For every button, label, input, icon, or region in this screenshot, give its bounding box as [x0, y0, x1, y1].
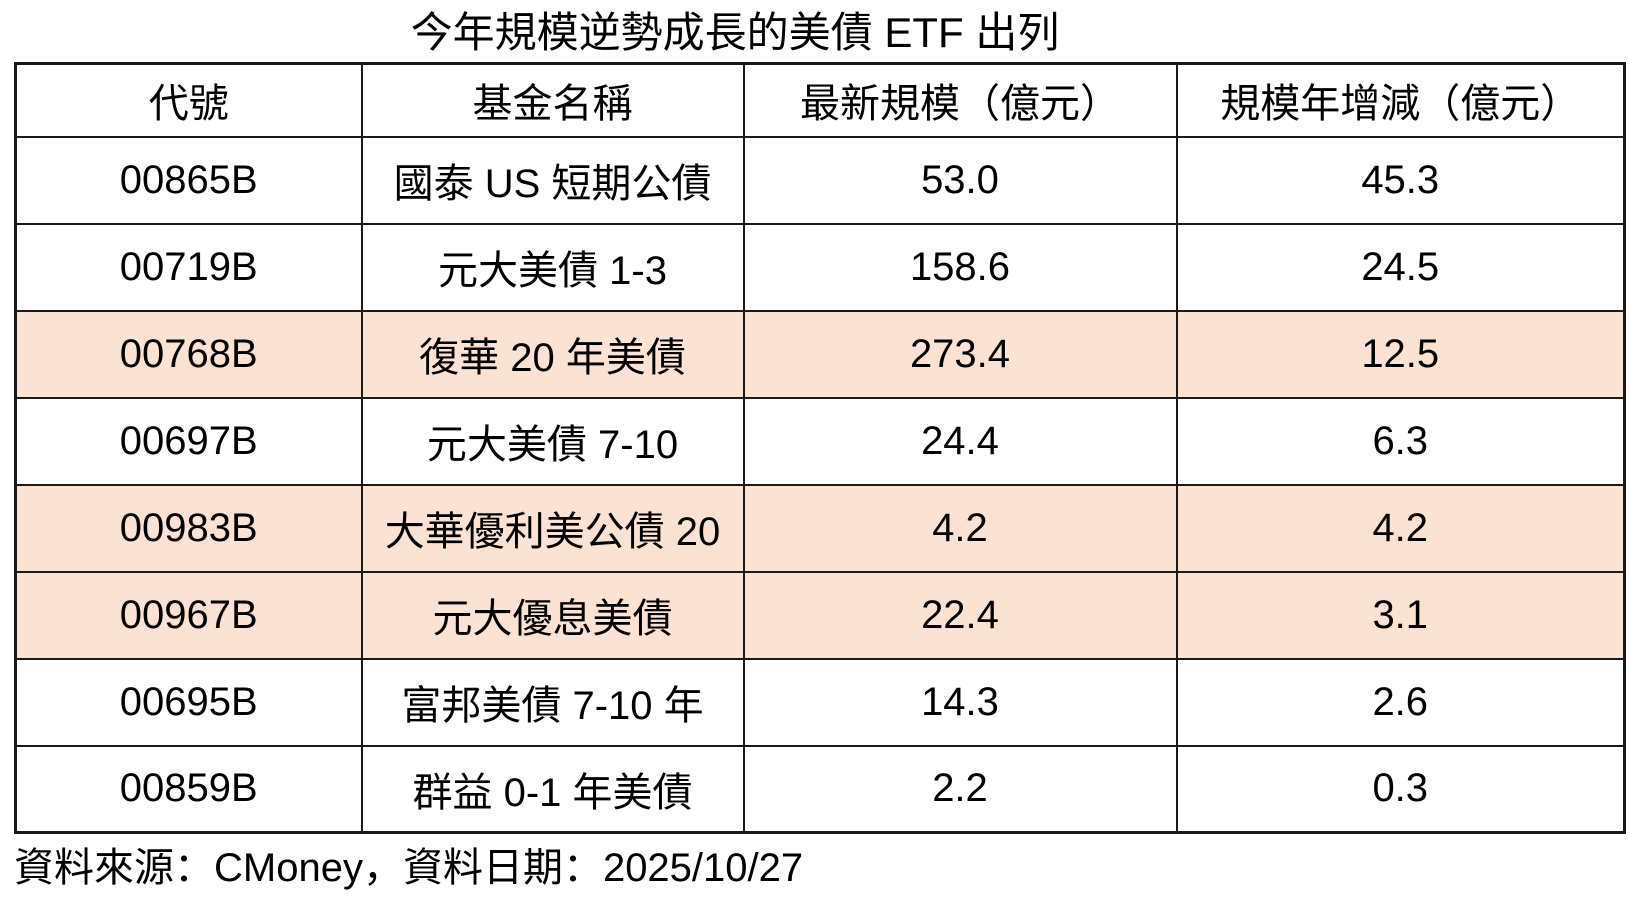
fund-name-cell: 復華 20 年美債	[360, 309, 745, 399]
source-note: 資料來源：CMoney，資料日期：2025/10/27	[14, 846, 804, 890]
column-header-name: 基金名稱	[360, 62, 745, 138]
column-header-change: 規模年增減（億元）	[1175, 62, 1626, 138]
code-cell: 00983B	[14, 483, 363, 573]
yearly-change-cell: 24.5	[1175, 222, 1626, 312]
code-cell: 00859B	[14, 744, 363, 834]
latest-scale-cell: 22.4	[742, 570, 1178, 660]
header-row: 代號 基金名稱 最新規模（億元） 規模年增減（億元）	[14, 62, 1626, 138]
code-cell: 00719B	[14, 222, 363, 312]
table-row: 00865B 國泰 US 短期公債 53.0 45.3	[14, 135, 1626, 225]
code-cell: 00697B	[14, 396, 363, 486]
latest-scale-cell: 24.4	[742, 396, 1178, 486]
latest-scale-cell: 14.3	[742, 657, 1178, 747]
yearly-change-cell: 3.1	[1175, 570, 1626, 660]
fund-name-cell: 富邦美債 7-10 年	[360, 657, 745, 747]
fund-name-cell: 元大優息美債	[360, 570, 745, 660]
latest-scale-cell: 2.2	[742, 744, 1178, 834]
table-row: 00719B 元大美債 1-3 158.6 24.5	[14, 222, 1626, 312]
table-row: 00859B 群益 0-1 年美債 2.2 0.3	[14, 744, 1626, 834]
code-cell: 00768B	[14, 309, 363, 399]
yearly-change-cell: 45.3	[1175, 135, 1626, 225]
column-header-code: 代號	[14, 62, 363, 138]
fund-name-cell: 群益 0-1 年美債	[360, 744, 745, 834]
yearly-change-cell: 6.3	[1175, 396, 1626, 486]
code-cell: 00695B	[14, 657, 363, 747]
fund-name-cell: 元大美債 7-10	[360, 396, 745, 486]
table-row: 00695B 富邦美債 7-10 年 14.3 2.6	[14, 657, 1626, 747]
table-header: 代號 基金名稱 最新規模（億元） 規模年增減（億元）	[14, 62, 1626, 138]
page-title: 今年規模逆勢成長的美債 ETF 出列	[410, 9, 1060, 56]
table-row: 00967B 元大優息美債 22.4 3.1	[14, 570, 1626, 660]
fund-name-cell: 大華優利美公債 20	[360, 483, 745, 573]
table-row: 00697B 元大美債 7-10 24.4 6.3	[14, 396, 1626, 486]
yearly-change-cell: 4.2	[1175, 483, 1626, 573]
code-cell: 00967B	[14, 570, 363, 660]
column-header-scale: 最新規模（億元）	[742, 62, 1178, 138]
table-row: 00768B 復華 20 年美債 273.4 12.5	[14, 309, 1626, 399]
latest-scale-cell: 53.0	[742, 135, 1178, 225]
etf-table-body: 00865B 國泰 US 短期公債 53.0 45.3 00719B 元大美債 1-3 15…	[14, 135, 1626, 834]
table-row: 00983B 大華優利美公債 20 4.2 4.2	[14, 483, 1626, 573]
fund-name-cell: 國泰 US 短期公債	[360, 135, 745, 225]
yearly-change-cell: 2.6	[1175, 657, 1626, 747]
fund-name-cell: 元大美債 1-3	[360, 222, 745, 312]
yearly-change-cell: 0.3	[1175, 744, 1626, 834]
latest-scale-cell: 158.6	[742, 222, 1178, 312]
latest-scale-cell: 273.4	[742, 309, 1178, 399]
code-cell: 00865B	[14, 135, 363, 225]
yearly-change-cell: 12.5	[1175, 309, 1626, 399]
latest-scale-cell: 4.2	[742, 483, 1178, 573]
etf-table: 代號 基金名稱 最新規模（億元） 規模年增減（億元） 00865B 國泰 US 短…	[14, 62, 1626, 834]
